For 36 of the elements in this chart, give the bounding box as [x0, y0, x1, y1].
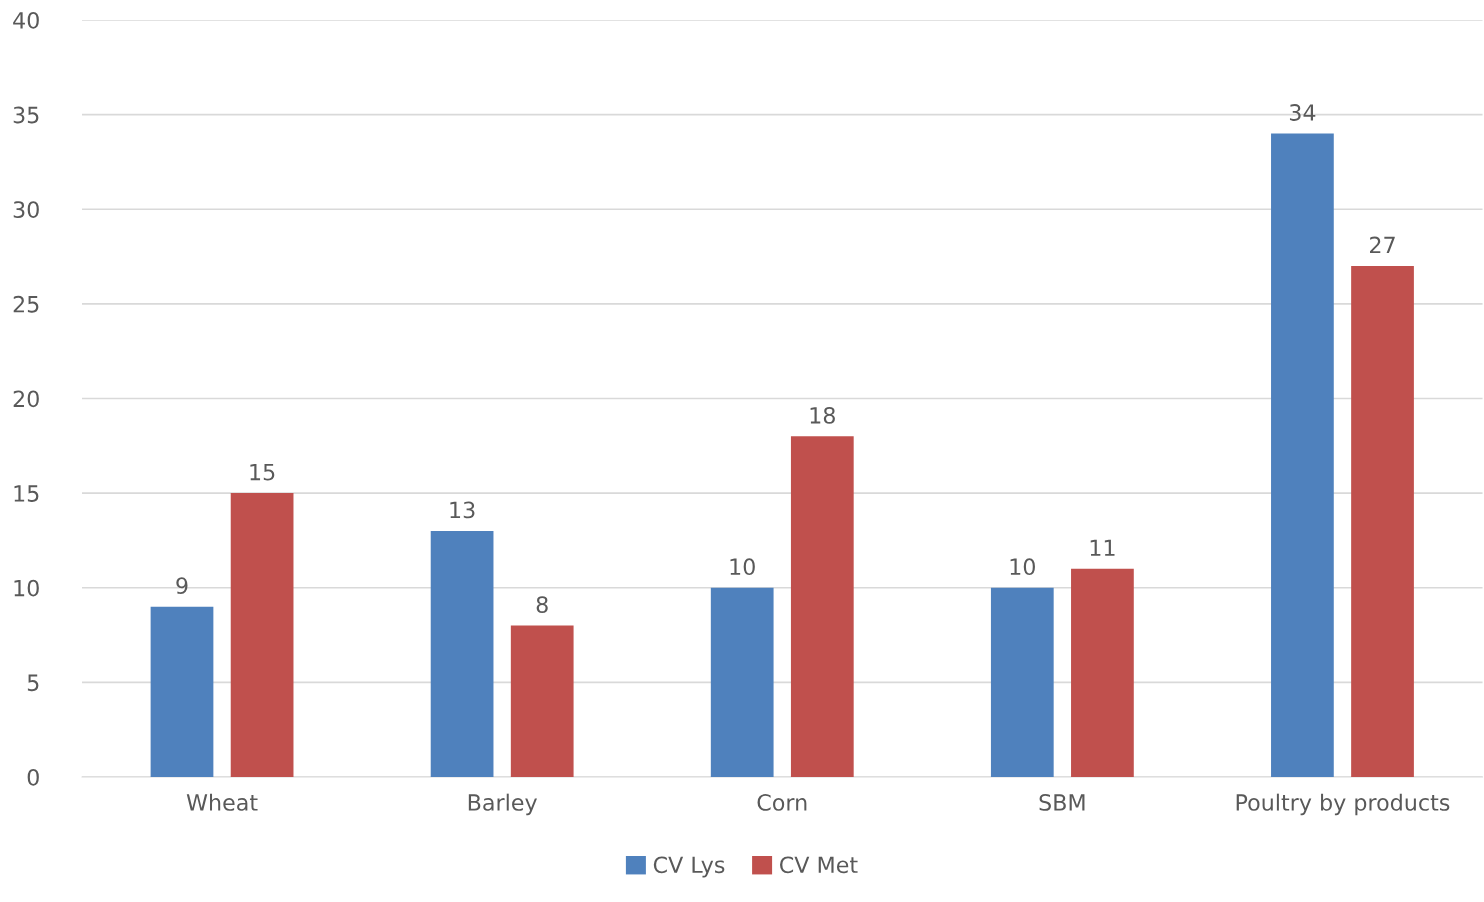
data-label: 11	[1090, 539, 1115, 556]
data-label: 15	[250, 463, 275, 481]
x-tick-label: SBM	[1039, 794, 1085, 811]
bar	[150, 606, 214, 777]
y-tick-label: 15	[14, 485, 39, 502]
bar	[1271, 133, 1334, 777]
x-tick-label: Barley	[468, 793, 537, 816]
data-label: 10	[1010, 558, 1035, 576]
x-tick-label: Wheat	[186, 793, 258, 811]
bar	[430, 530, 494, 777]
y-tick-label: 5	[27, 674, 39, 692]
y-tick-label: 25	[13, 295, 39, 313]
data-label: 27	[1370, 236, 1395, 254]
bar	[710, 587, 774, 777]
y-tick-label: 10	[14, 579, 39, 597]
data-label: 34	[1289, 104, 1316, 121]
data-label: 10	[730, 558, 755, 576]
bar	[1071, 568, 1134, 777]
legend-label: CV Lys	[653, 856, 725, 878]
bar	[1351, 266, 1414, 777]
y-tick-label: 35	[13, 106, 39, 124]
bar	[790, 436, 854, 777]
bar	[990, 587, 1054, 777]
y-tick-label: 20	[13, 390, 39, 408]
bar	[510, 625, 574, 777]
data-label: 8	[536, 596, 548, 613]
y-tick-label: 30	[13, 201, 39, 219]
data-label: 13	[450, 501, 475, 519]
x-tick-label: Poultry by products	[1236, 793, 1450, 816]
y-tick-label: 0	[27, 768, 39, 786]
legend-label: CV Met	[780, 856, 858, 874]
bar	[230, 493, 294, 777]
data-label: 18	[810, 406, 835, 424]
x-tick-label: Corn	[757, 794, 807, 811]
data-label: 9	[176, 577, 188, 595]
y-tick-label: 40	[13, 11, 39, 29]
